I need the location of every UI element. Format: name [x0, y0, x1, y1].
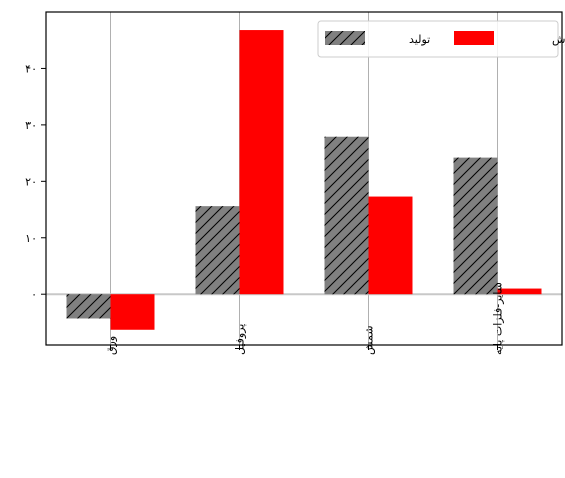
legend-box — [317, 20, 559, 58]
x-tick-label: پروفیل — [234, 324, 247, 355]
y-tick-label: ۳۰ — [25, 119, 37, 132]
y-axis: ۰ ۱۰ ۲۰ ۳۰ ۴۰ — [25, 62, 46, 301]
legend-label-production: تولید — [409, 33, 430, 46]
y-tick-label: ۰ — [31, 288, 37, 301]
x-axis: ورق پروفیل شمش سایر-فلزات پایه — [105, 282, 505, 355]
x-tick-label: شمش — [363, 325, 376, 355]
x-tick-label: سایر-فلزات پایه — [492, 282, 505, 355]
bars — [66, 30, 542, 330]
production-bar-3-hatch — [324, 136, 369, 295]
legend-swatch-production-hatch — [325, 31, 365, 45]
y-tick-label: ۱۰ — [25, 232, 37, 245]
production-bar-4-hatch — [453, 157, 498, 295]
legend-swatch-sales — [454, 31, 494, 45]
legend-label-sales: فروش — [552, 33, 565, 46]
legend: تولید فروش — [317, 20, 565, 58]
sales-bar-4 — [497, 288, 542, 295]
x-tick-label: ورق — [105, 336, 118, 355]
y-tick-label: ۲۰ — [25, 175, 37, 188]
sales-bar-3 — [368, 196, 413, 295]
y-tick-label: ۴۰ — [25, 62, 37, 75]
production-bar-1-hatch — [66, 294, 111, 319]
plot-area-frame — [45, 11, 563, 346]
production-bar-2-hatch — [195, 206, 240, 295]
sales-bar-2 — [239, 30, 284, 295]
sales-bar-1 — [110, 294, 155, 330]
